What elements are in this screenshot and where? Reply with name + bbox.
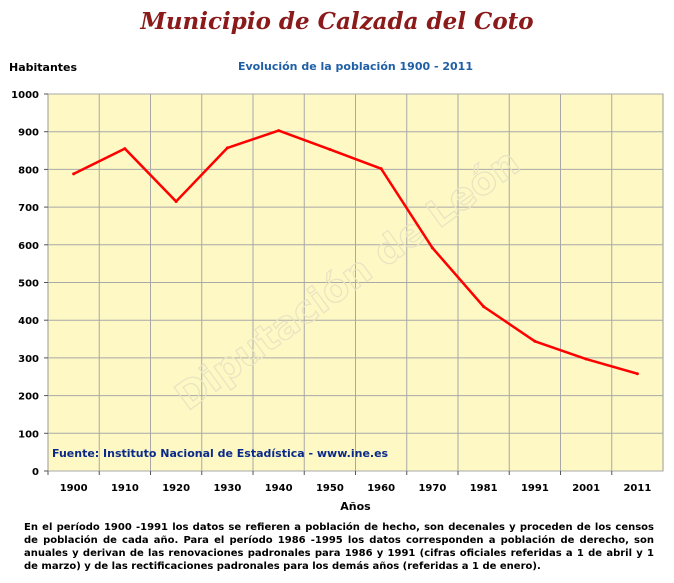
chart-subtitle: Evolución de la población 1900 - 2011 [237,60,473,73]
x-tick-label: 1920 [162,483,190,494]
x-tick-label: 1940 [265,483,293,494]
series-line [73,129,638,375]
series-layer [72,129,639,376]
y-tick-label: 1000 [11,90,39,101]
data-point [584,357,588,361]
data-point [123,147,127,151]
y-tick-label: 200 [18,392,39,403]
y-tick-label: 0 [32,467,39,478]
x-tick-label: 1930 [213,483,241,494]
data-point [635,372,639,376]
footnote: En el período 1900 -1991 los datos se re… [24,522,654,572]
y-tick-label: 400 [18,316,39,327]
data-point [430,246,434,250]
y-tick-label: 900 [18,128,39,139]
data-point [482,305,486,309]
x-tick-label: 1960 [367,483,395,494]
y-axis-unit-label: Habitantes [9,61,78,74]
y-tick-label: 100 [18,429,39,440]
data-point [72,172,76,176]
x-tick-label: 1900 [60,483,88,494]
y-tick-label: 600 [18,241,39,252]
data-point [379,167,383,171]
data-point [225,146,229,150]
y-tick-label: 500 [18,279,39,290]
y-tick-label: 800 [18,165,39,176]
data-point [277,129,281,133]
y-tick-label: 700 [18,203,39,214]
x-axis-title: Años [340,500,371,513]
x-tick-label: 2011 [623,483,651,494]
data-point [328,147,332,151]
x-tick-label: 2001 [572,483,600,494]
x-tick-label: 1950 [316,483,344,494]
x-tick-label: 1991 [521,483,549,494]
chart-main-title: Municipio de Calzada del Coto [140,8,534,35]
x-axis: 1900 1910 1920 1930 1940 1950 1960 1970 1981 1991… [47,471,651,494]
x-tick-label: 1981 [470,483,498,494]
x-tick-label: 1970 [418,483,446,494]
y-axis: 0 100 200 300 400 500 600 700 800 900 1000 [11,90,48,478]
y-tick-label: 300 [18,354,39,365]
source-label: Fuente: Instituto Nacional de Estadístic… [52,447,389,460]
data-point [533,339,537,343]
x-tick-label: 1910 [111,483,139,494]
data-point [174,199,178,203]
